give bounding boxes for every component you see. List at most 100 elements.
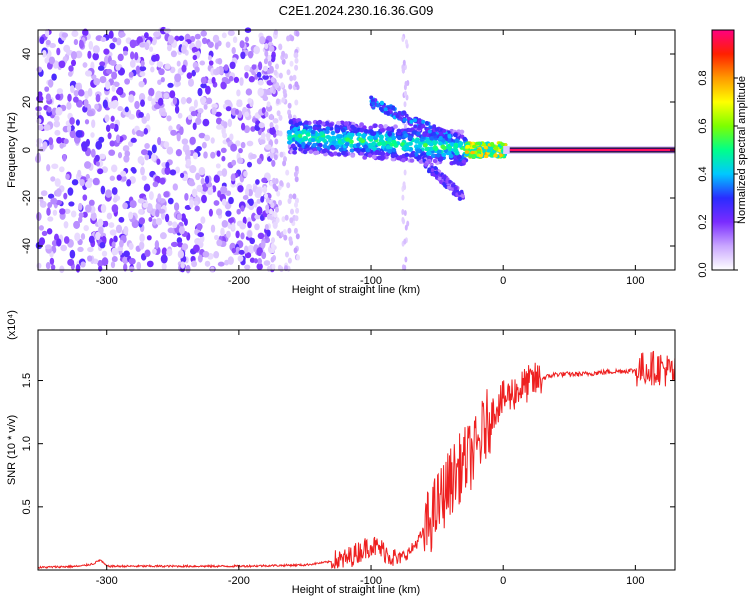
spectrogram-cell: [341, 150, 346, 156]
spectrogram-cell: [397, 135, 402, 141]
spectrogram-cell: [432, 131, 436, 136]
spectrogram-cell: [371, 101, 376, 106]
spectrogram-cell: [216, 150, 221, 157]
spectrogram-cell: [156, 61, 164, 68]
colorbar-label: Normalized spectral amplitude: [736, 76, 748, 224]
spectrogram-cell: [269, 86, 274, 93]
spectrogram-cell: [73, 89, 79, 97]
spectrogram-cell: [390, 153, 396, 159]
spectrogram-cell: [294, 136, 300, 141]
spectrogram-cell: [421, 124, 426, 129]
spectrogram-cell: [196, 112, 202, 119]
spectrogram-cell: [163, 27, 171, 34]
spectrogram-cell: [73, 220, 81, 229]
spectrogram-cell: [45, 262, 51, 270]
spectrogram-cell: [258, 139, 266, 145]
spectrogram-cell: [243, 64, 251, 72]
spectrogram-cell: [106, 212, 113, 220]
spectrogram-cell: [118, 31, 126, 38]
spectrogram-cell: [59, 208, 66, 215]
spectrogram-cell: [166, 146, 174, 155]
spectrogram-cell: [45, 39, 51, 46]
spectrogram-cell: [69, 117, 75, 125]
spectrogram-cell: [377, 141, 383, 146]
spectrogram-cell: [90, 212, 97, 221]
spectrogram-cell: [46, 164, 51, 172]
spectrogram-cell: [301, 128, 307, 134]
spectrogram-cell: [124, 106, 129, 113]
spectrogram-cell: [387, 137, 393, 142]
spectrogram-cell: [138, 80, 145, 88]
spectrogram-cell: [130, 137, 137, 143]
spectrogram-cell: [247, 221, 252, 229]
spectrogram-cell: [100, 36, 107, 42]
spectrogram-cell: [139, 71, 146, 77]
spectrogram-cell: [62, 154, 67, 162]
spectrogram-cell: [231, 247, 237, 254]
colorbar-ticks: 0.0 0.2 0.4 0.6 0.8: [697, 70, 738, 278]
spectrogram-cell: [63, 208, 71, 214]
spectrogram-cell: [294, 64, 299, 71]
spectrogram-cell: [282, 88, 287, 95]
spectrogram-cell: [191, 188, 198, 198]
spectrogram-cell: [207, 41, 214, 48]
spectrogram-cell: [215, 163, 221, 169]
spectrogram-cell: [164, 166, 171, 176]
spectrogram-cell: [264, 224, 269, 230]
spectrogram-cell: [210, 224, 216, 233]
spectrogram-cell: [109, 42, 116, 50]
spectrogram-cell: [70, 85, 75, 94]
spectrogram-cell: [279, 151, 284, 158]
snr-frame: [37, 329, 676, 571]
spectrogram-cell: [170, 241, 179, 248]
spectrogram-cell: [92, 45, 100, 54]
spectrogram-cell: [245, 88, 253, 96]
spectrogram-cell: [50, 264, 56, 271]
spectrogram-cell: [186, 72, 193, 80]
spectrogram-cell: [295, 207, 300, 214]
y-tick-label: -20: [21, 190, 33, 206]
spectrogram-cell: [286, 182, 291, 189]
spectrogram-cell: [222, 132, 228, 139]
spectrogram-cell: [242, 194, 249, 201]
spectrogram-cell: [217, 170, 223, 177]
spectrogram-cell: [200, 76, 207, 85]
spectrogram-cell: [264, 193, 268, 199]
spectrogram-cell: [196, 184, 203, 193]
spectrogram-cell: [177, 241, 184, 248]
spectrogram-cell: [147, 95, 153, 102]
spectrogram-cell: [172, 183, 178, 191]
snr-x-ticks: -300 -200 -100 0 100: [96, 330, 645, 587]
spectrogram-cell: [99, 61, 106, 67]
spectrogram-cell: [175, 166, 181, 174]
spectrogram-cell: [458, 141, 464, 146]
spectrogram-cell: [112, 99, 119, 108]
spectrogram-cell: [273, 29, 278, 36]
y-tick-label: 0.5: [21, 499, 33, 514]
spectrogram-cell: [356, 132, 362, 137]
spectrogram-cell: [54, 178, 61, 187]
spectrogram-cell: [257, 232, 265, 240]
spectrogram-cell: [87, 50, 92, 59]
spectrogram-cell: [294, 57, 299, 64]
spectrogram-cell: [330, 130, 336, 136]
spectrogram-cell: [295, 233, 300, 240]
spectrogram-cell: [269, 122, 274, 128]
spectrogram-cell: [409, 158, 415, 163]
spectrogram-cell: [136, 129, 142, 137]
spectrogram-cell: [198, 167, 206, 176]
spectrogram-cell: [288, 83, 293, 90]
spectrogram-cell: [293, 171, 298, 178]
spectrogram-cell: [44, 57, 51, 64]
spectrogram-cell: [193, 244, 200, 253]
spectrogram-cell: [225, 106, 232, 112]
spectrogram-cell: [129, 266, 135, 272]
spectrogram-cell: [240, 141, 246, 149]
spectrogram-cell: [443, 174, 447, 179]
spectrogram-cell: [102, 99, 108, 109]
spectrogram-cell: [256, 71, 262, 78]
spectrogram-cell: [143, 32, 149, 39]
spectrogram-cell: [153, 103, 161, 110]
spectrogram-cell: [99, 241, 106, 249]
spectrogram-cell: [246, 140, 254, 147]
